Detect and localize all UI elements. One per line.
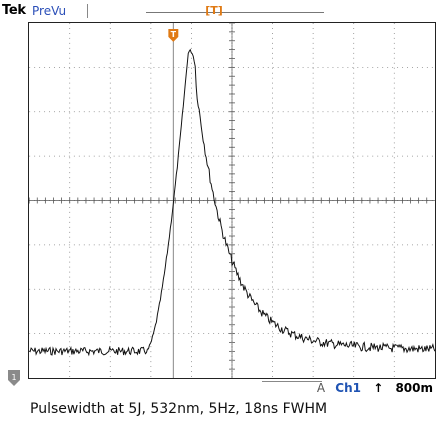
trigger-readout[interactable]: A Ch1 ↑ 800m [317,381,433,395]
trigger-level: 800m [395,381,433,395]
trigger-marker-text: T [210,4,218,17]
trigger-source: Ch1 [335,381,361,395]
graticule: T [28,22,436,379]
oscilloscope-screen: Tek PreVu [T] T 1 A Ch1 ↑ 800m [0,0,437,397]
trigger-marker-icon[interactable]: T [168,28,179,42]
readout-divider [262,381,322,382]
rising-edge-icon: ↑ [373,381,384,395]
channel-marker-label: 1 [11,373,16,382]
readout-bar: A Ch1 ↑ 800m [0,379,437,397]
acquisition-flag: A [316,381,326,395]
trigger-position-indicator: [T] [205,4,223,17]
figure-caption: Pulsewidth at 5J, 532nm, 5Hz, 18ns FWHM [30,401,328,417]
waveform-trace [29,48,435,357]
svg-text:T: T [171,30,177,39]
scope-status-bar: Tek PreVu [T] [0,0,437,22]
acquisition-mode-label: PreVu [32,4,67,18]
brand-label: Tek [2,3,26,18]
divider [87,4,88,18]
channel-1-ground-marker[interactable]: 1 [8,370,22,386]
grid-lines [29,23,435,378]
record-view-bar [146,12,324,13]
